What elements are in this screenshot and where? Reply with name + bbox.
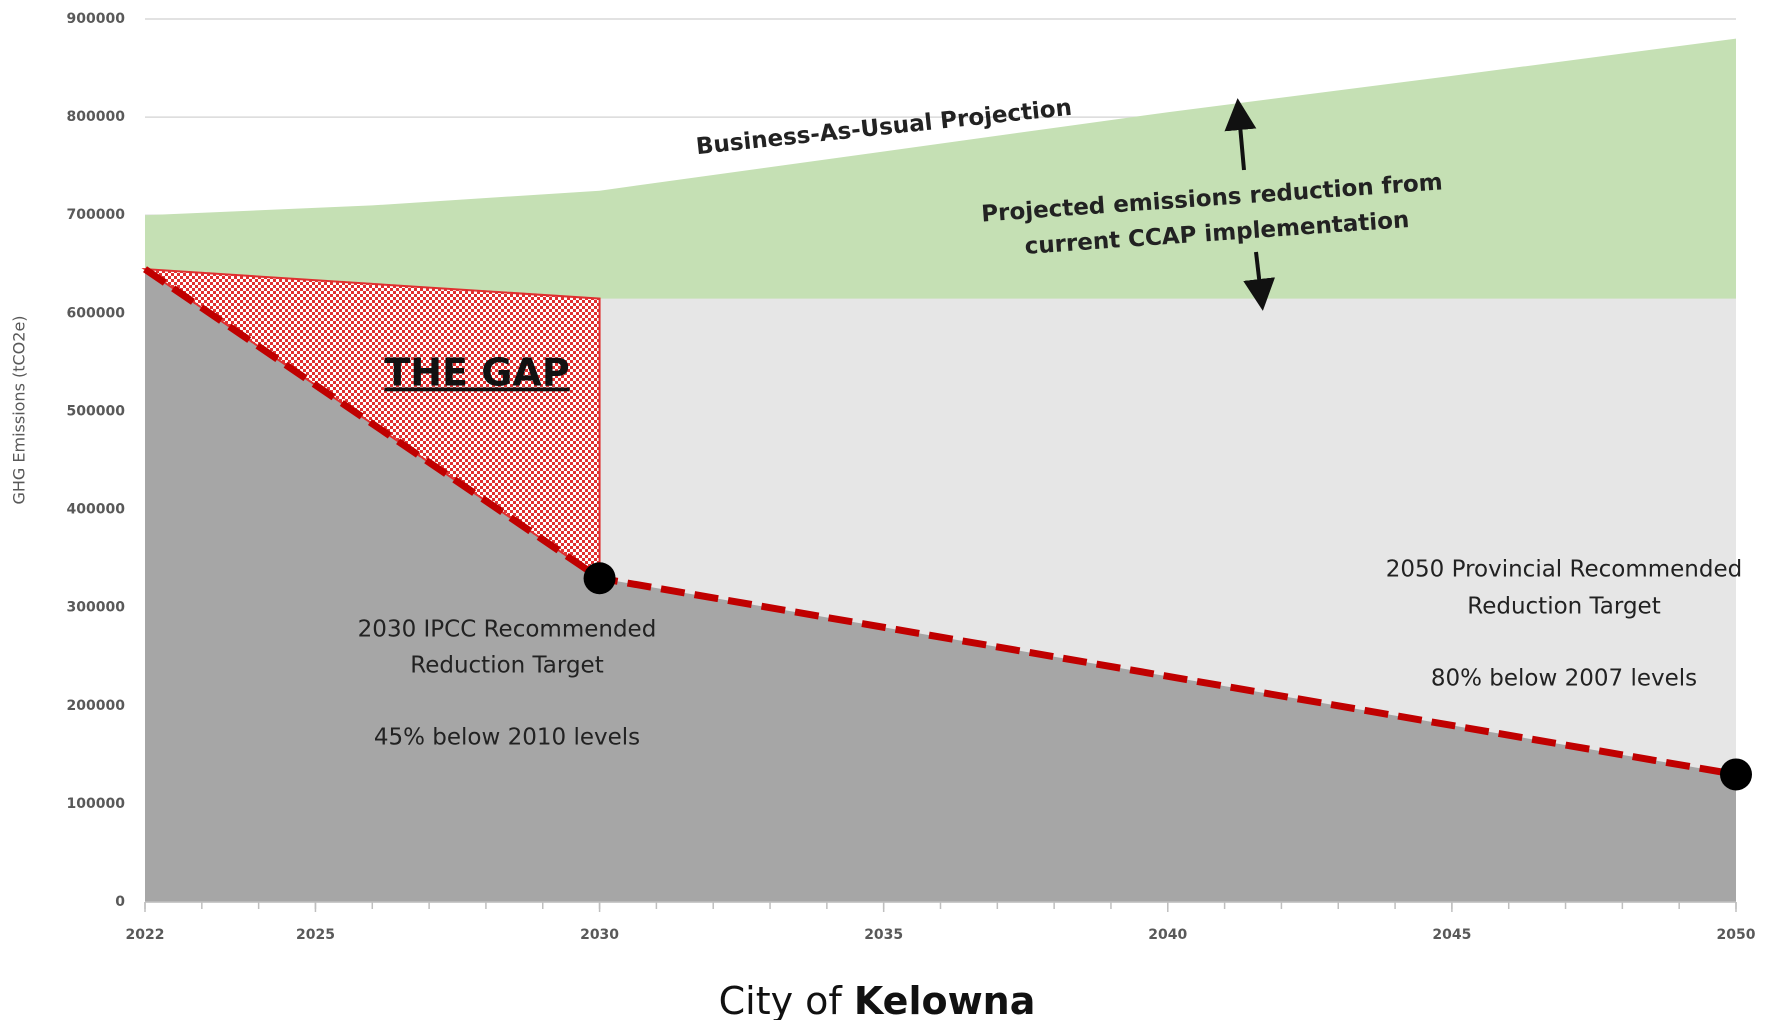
- x-tick-label: 2025: [296, 927, 335, 943]
- footer-text: City of: [719, 979, 844, 1020]
- target-point: [1720, 758, 1752, 791]
- x-tick-label: 2022: [126, 927, 165, 943]
- arrow-down: [1243, 251, 1276, 311]
- y-tick-label: 0: [115, 894, 125, 910]
- y-tick-label: 700000: [67, 207, 126, 223]
- annotation: Reduction Target: [410, 653, 603, 679]
- y-tick-label: 900000: [67, 11, 126, 27]
- arrow-up: [1224, 98, 1257, 171]
- y-tick-label: 200000: [67, 698, 126, 714]
- x-tick-label: 2040: [1148, 927, 1187, 943]
- y-axis-label: GHG Emissions (tCO2e): [10, 315, 29, 504]
- annotation: 2030 IPCC Recommended: [358, 617, 657, 643]
- footer-brand: Kelowna: [854, 979, 1035, 1020]
- y-tick-label: 500000: [67, 403, 126, 419]
- y-tick-label: 100000: [67, 796, 126, 812]
- y-tick-label: 600000: [67, 305, 126, 321]
- x-tick-label: 2045: [1432, 927, 1471, 943]
- area: [145, 269, 1736, 902]
- x-tick-label: 2050: [1717, 927, 1756, 943]
- y-tick-label: 800000: [67, 109, 126, 125]
- target-point: [583, 562, 616, 595]
- footer: City of Kelowna: [719, 979, 1036, 1020]
- y-tick-label: 300000: [67, 600, 126, 616]
- annotation: 2050 Provincial Recommended: [1386, 557, 1742, 583]
- annotation: 80% below 2007 levels: [1431, 666, 1697, 692]
- annotation: 45% below 2010 levels: [374, 725, 640, 751]
- gap-label: THE GAP: [384, 351, 569, 395]
- x-tick-label: 2030: [580, 927, 619, 943]
- annotation: Reduction Target: [1467, 594, 1660, 620]
- x-tick-label: 2035: [864, 927, 903, 943]
- y-tick-label: 400000: [67, 502, 126, 518]
